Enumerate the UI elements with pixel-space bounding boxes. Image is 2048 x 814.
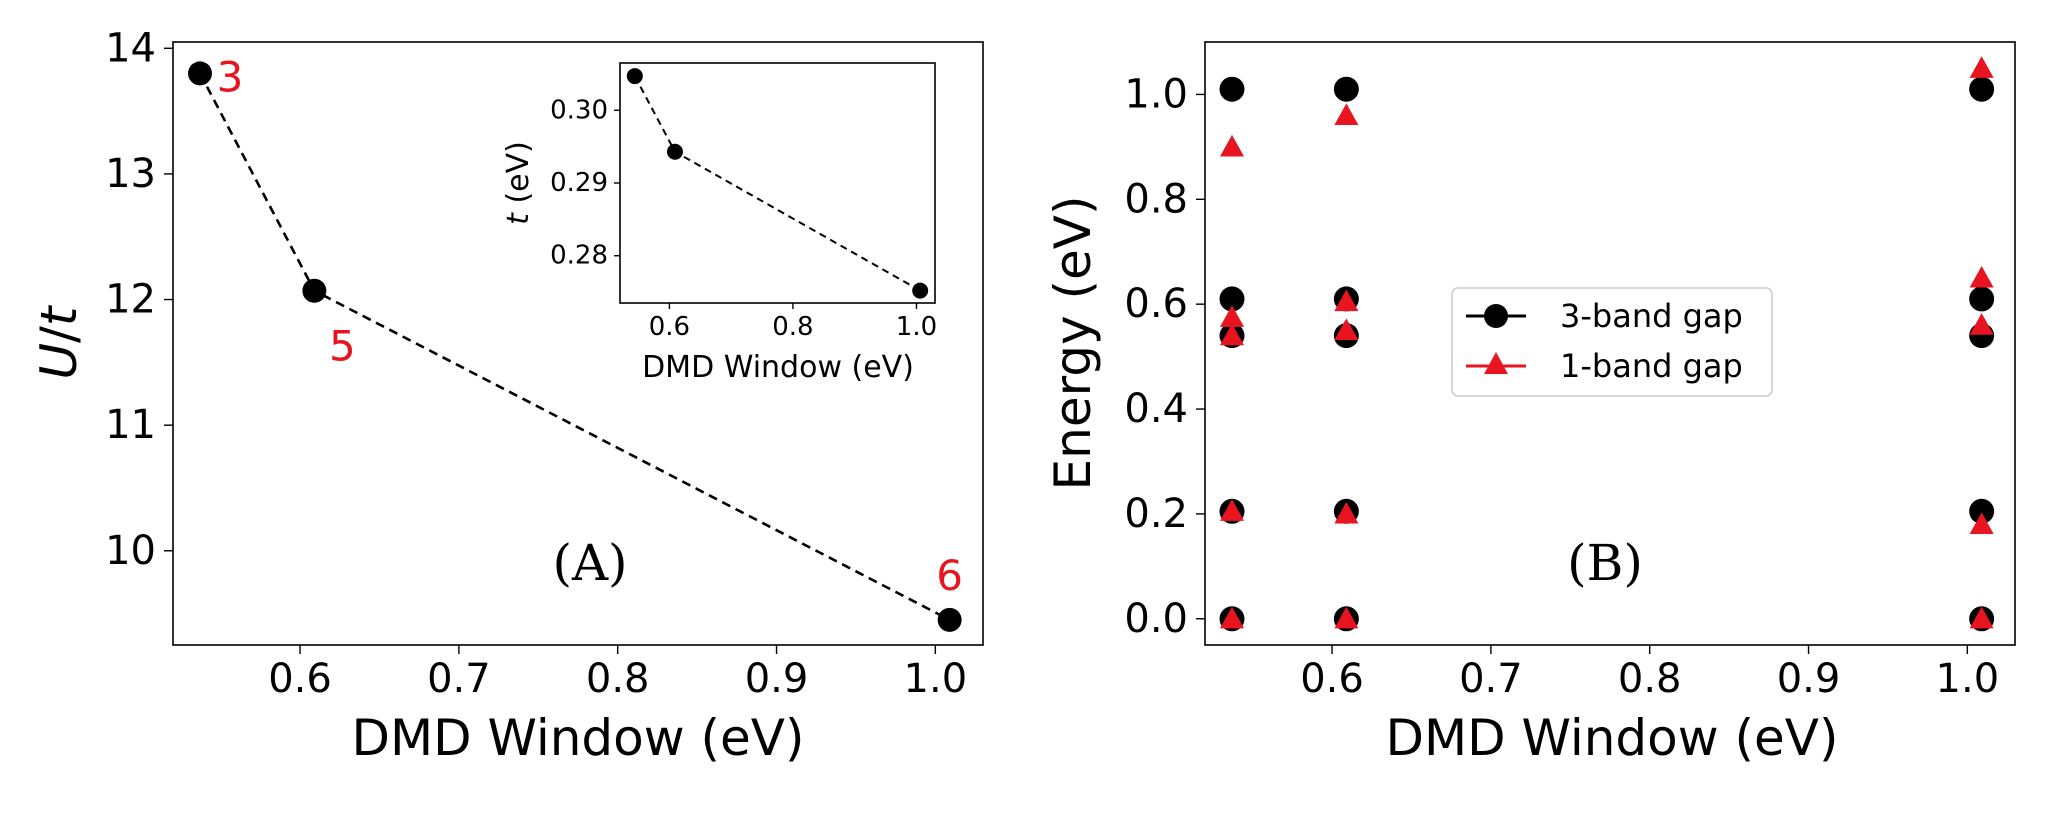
panel-b-point-3band (1969, 76, 1995, 102)
inset-y-axis-label-t: t (501, 212, 536, 225)
panel-a-y-tick-label: 13 (105, 151, 156, 197)
panel-a-x-tick-label: 0.6 (268, 656, 332, 702)
panel-b-y-tick-label: 1.0 (1124, 71, 1188, 117)
panel-a-point-label: 5 (329, 322, 356, 371)
legend-1band-label: 1-band gap (1560, 347, 1743, 385)
panel-b-point-1band (1334, 606, 1359, 629)
legend-box (1451, 287, 1773, 397)
inset-point (912, 282, 929, 299)
panel-b-y-tick-label: 0.8 (1124, 176, 1188, 222)
panel-b-point-1band (1969, 265, 1994, 288)
panel-b-point-1band (1334, 318, 1359, 340)
panel-b-point-1band (1220, 499, 1244, 521)
panel-a-point-label: 6 (936, 551, 963, 600)
inset-y-ticks: 0.28 0.29 0.30 (550, 95, 620, 271)
panel-a-y-tick-label: 11 (105, 402, 156, 448)
panel-a-y-axis-label-t: t (30, 304, 88, 326)
panel-b-chart: 0.6 0.7 0.8 0.9 1.0 0.0 0.2 0.4 0.6 0.8 1.0 (B) D… (1044, 41, 2016, 767)
panel-a-y-tick-label: 14 (105, 25, 156, 71)
panel-b-frame (1204, 41, 2016, 646)
panel-b-point-3band (1219, 286, 1245, 312)
inset-point (626, 68, 643, 85)
panel-b-y-tick-label: 0.6 (1124, 281, 1188, 327)
inset-y-axis-label: t (eV) (501, 141, 536, 225)
panel-b-point-3band (1219, 76, 1245, 102)
panel-a-x-tick-label: 1.0 (904, 656, 968, 702)
panel-b-y-axis-label: Energy (eV) (1044, 196, 1102, 491)
panel-b-x-tick-label: 0.8 (1618, 656, 1682, 702)
panel-b-y-tick-label: 0.0 (1124, 596, 1188, 642)
inset-x-tick-label: 0.8 (772, 312, 813, 342)
inset-x-tick-label: 0.6 (649, 312, 690, 342)
panel-b-point-1band (1220, 134, 1244, 157)
panel-b-point-1band (1969, 512, 1994, 534)
legend-3band-marker (1484, 304, 1508, 328)
inset-y-tick-label: 0.28 (550, 241, 608, 271)
inset-y-axis-label-unit: (eV) (501, 141, 536, 213)
panel-a-point (188, 61, 212, 86)
panel-b-point-1band (1969, 56, 1994, 78)
inset-x-axis-label: DMD Window (eV) (642, 350, 914, 385)
panel-a-x-tick-label: 0.9 (745, 656, 809, 702)
panel-b-y-ticks: 0.0 0.2 0.4 0.6 0.8 1.0 (1124, 71, 1205, 642)
panel-a-x-tick-label: 0.7 (427, 656, 491, 702)
legend-1band-marker (1484, 352, 1508, 374)
panel-b-point-3band (1969, 286, 1995, 312)
panel-b-point-1band (1220, 323, 1244, 346)
panel-a-inset-chart: 0.6 0.8 1.0 0.28 0.29 0.30 DMD Window (eV) t… (501, 62, 937, 385)
panel-b-y-tick-label: 0.2 (1124, 491, 1188, 537)
panel-b-x-axis-label: DMD Window (eV) (1385, 709, 1838, 767)
panel-b-x-tick-label: 0.7 (1459, 656, 1523, 702)
panel-a-x-tick-label: 0.8 (586, 656, 650, 702)
panel-a-point (302, 278, 327, 303)
inset-y-tick-label: 0.29 (550, 168, 608, 198)
panel-b-point-3band (1969, 498, 1995, 524)
panel-b-legend: 3-band gap 1-band gap (1451, 287, 1773, 397)
panel-a-point-labels: 3 5 6 (217, 52, 963, 599)
panel-a-y-axis-label: U/t (30, 304, 88, 379)
panel-b-x-tick-label: 0.9 (1777, 656, 1841, 702)
panel-a-label: (A) (552, 534, 627, 592)
inset-point (666, 143, 683, 160)
panel-b-point-1band (1334, 103, 1359, 126)
inset-background (620, 63, 935, 303)
panel-a-y-tick-label: 10 (105, 528, 156, 574)
panel-a-frame (172, 41, 984, 646)
panel-b-x-tick-label: 0.6 (1300, 656, 1364, 702)
inset-x-tick-label: 1.0 (896, 312, 937, 342)
panel-a-y-tick-label: 12 (105, 277, 156, 323)
panel-a-x-ticks: 0.6 0.7 0.8 0.9 1.0 (268, 645, 967, 702)
panel-a-y-axis-label-u: U (30, 343, 88, 380)
panel-a-chart: 0.6 0.7 0.8 0.9 1.0 10 11 12 13 14 3 5 6 (A) DMD W… (30, 25, 984, 767)
panel-b-point-1band (1334, 501, 1359, 524)
panel-a-point (937, 607, 962, 632)
panel-b-y-tick-label: 0.4 (1124, 386, 1188, 432)
panel-a-point-label: 3 (217, 52, 244, 101)
panel-b-point-1band (1969, 313, 1994, 335)
panel-b-point-3band (1333, 76, 1359, 102)
panel-a-x-axis-label: DMD Window (eV) (351, 709, 804, 767)
panel-b-label: (B) (1567, 534, 1643, 592)
panel-b-points (1219, 56, 1995, 632)
panel-a-y-ticks: 10 11 12 13 14 (105, 25, 173, 574)
panel-b-point-1band (1969, 606, 1994, 629)
panel-b-point-1band (1220, 305, 1244, 327)
panel-b-point-1band (1334, 289, 1359, 312)
inset-points (626, 68, 929, 299)
inset-x-ticks: 0.6 0.8 1.0 (649, 303, 937, 342)
panel-a-y-axis-label-slash: / (30, 326, 88, 343)
legend-3band-label: 3-band gap (1560, 297, 1743, 335)
inset-y-tick-label: 0.30 (550, 95, 608, 125)
panel-b-x-ticks: 0.6 0.7 0.8 0.9 1.0 (1300, 645, 1999, 702)
panel-b-point-1band (1220, 606, 1244, 629)
panel-a-points (188, 61, 962, 632)
panel-b-x-tick-label: 1.0 (1936, 656, 2000, 702)
